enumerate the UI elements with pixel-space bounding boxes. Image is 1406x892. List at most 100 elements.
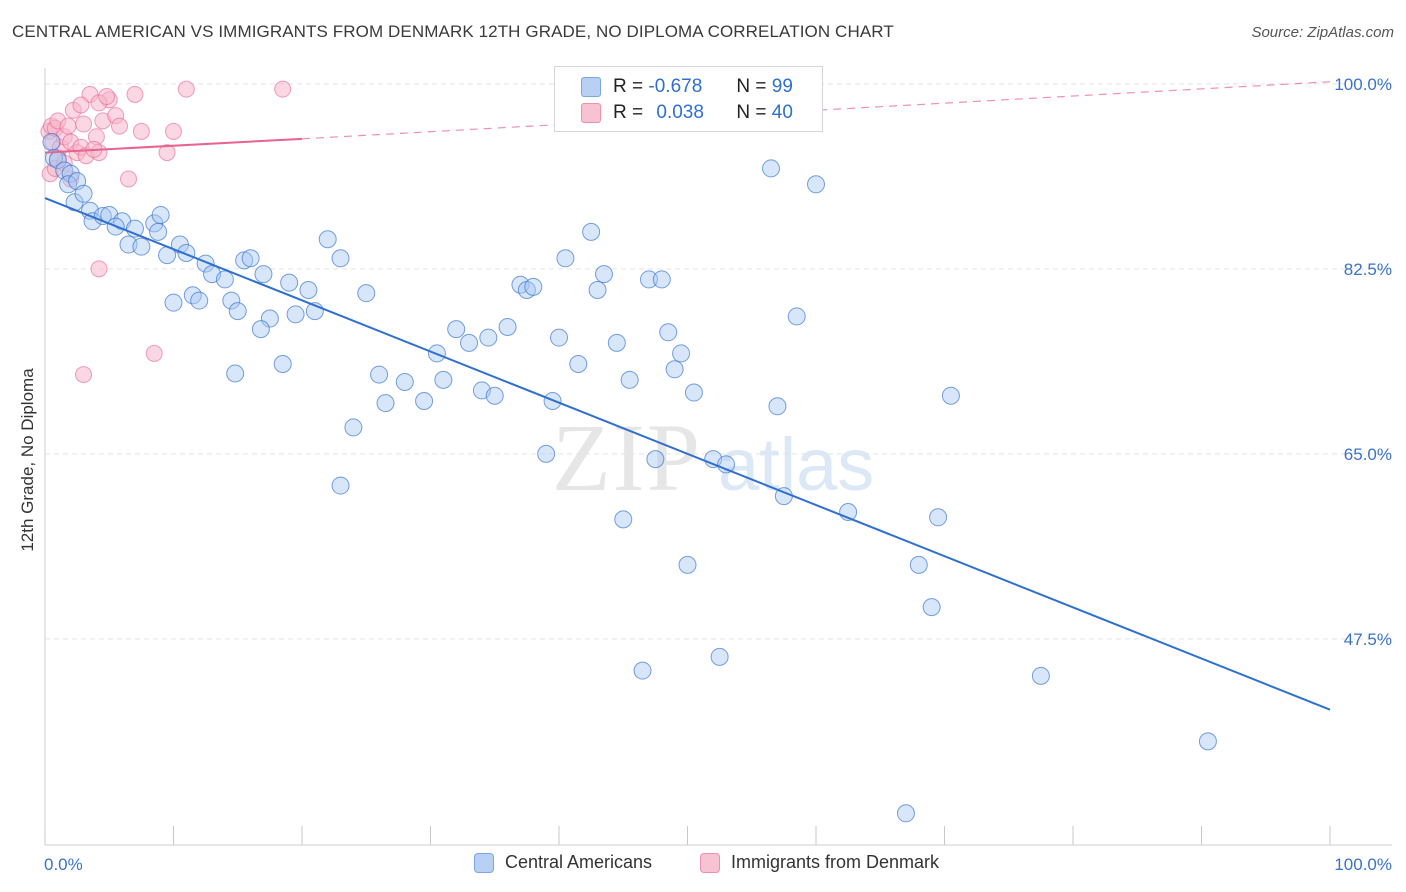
watermark-atlas: atlas: [718, 423, 874, 506]
data-point: [582, 222, 601, 241]
data-point: [807, 175, 825, 194]
tick-labels: 47.5% 65.0% 82.5% 100.0% 0.0% 100.0%: [44, 75, 1392, 874]
data-point: [434, 370, 453, 389]
data-point: [588, 281, 607, 299]
data-point: [165, 122, 182, 140]
data-point: [665, 360, 684, 379]
data-point: [251, 320, 270, 339]
data-point: [460, 333, 479, 352]
data-point: [228, 302, 247, 321]
trend-lines: [44, 81, 1331, 711]
legend-label: Immigrants from Denmark: [731, 852, 940, 872]
legend-n-label: N =: [736, 76, 767, 97]
data-point: [98, 88, 116, 106]
data-point: [479, 328, 498, 347]
data-point: [556, 249, 575, 268]
data-point: [241, 249, 260, 268]
watermark-zip: ZIP: [552, 404, 702, 511]
legend-n-value: 99: [771, 76, 793, 97]
data-point: [164, 293, 183, 312]
data-point: [260, 309, 279, 328]
data-point: [929, 508, 948, 527]
data-point: [684, 383, 703, 402]
data-point: [633, 661, 652, 680]
data-point: [909, 555, 928, 574]
data-point: [922, 598, 941, 617]
data-point: [75, 115, 93, 133]
legend-label: Central Americans: [505, 852, 653, 872]
legend-item-denmark[interactable]: Immigrants from Denmark: [700, 852, 939, 873]
legend-r-label: R =: [613, 102, 644, 123]
data-point: [646, 450, 665, 469]
data-point: [1031, 666, 1050, 685]
data-point: [395, 372, 414, 391]
x-tick-label: 0.0%: [44, 855, 83, 874]
data-point: [941, 386, 960, 405]
data-point: [370, 365, 389, 384]
data-point: [145, 344, 163, 362]
data-point: [42, 133, 61, 151]
data-point: [762, 159, 781, 178]
data-point: [222, 291, 241, 310]
legend-r-label: R =: [613, 76, 644, 97]
data-point: [331, 476, 350, 495]
data-point: [614, 510, 633, 529]
data-point: [226, 364, 245, 383]
y-tick-label: 65.0%: [1344, 445, 1392, 464]
data-point: [74, 184, 93, 203]
data-point: [111, 117, 129, 135]
y-tick-label: 47.5%: [1344, 630, 1392, 649]
legend-r-value: 0.038: [656, 102, 704, 123]
legend-row-central-americans: R = -0.678 N = 99: [581, 75, 793, 99]
data-point: [768, 397, 787, 416]
trend-line-denmark-extension: [301, 81, 1331, 140]
legend-swatch-blue: [581, 77, 601, 97]
data-point: [120, 170, 138, 188]
data-point: [126, 85, 144, 103]
legend-swatch-pink: [700, 852, 720, 873]
data-point: [331, 249, 350, 268]
data-point: [672, 344, 691, 363]
legend-item-central-americans[interactable]: Central Americans: [474, 852, 652, 873]
series-legend: Central Americans Immigrants from Denmar…: [0, 852, 1406, 878]
data-point: [357, 284, 376, 303]
data-point: [678, 555, 697, 574]
data-point: [158, 144, 176, 162]
data-point: [318, 230, 337, 249]
x-tick-label: 100.0%: [1334, 855, 1392, 874]
data-point: [177, 244, 196, 262]
trend-line-denmark: [44, 137, 303, 154]
data-point: [787, 307, 806, 326]
data-point: [273, 355, 292, 373]
data-point: [376, 394, 395, 413]
data-point: [717, 455, 736, 474]
data-point: [254, 265, 273, 284]
watermark: ZIP atlas: [552, 404, 874, 511]
data-point: [447, 320, 466, 339]
data-point: [524, 277, 543, 296]
data-point: [132, 237, 151, 256]
data-point: [149, 222, 168, 241]
data-point: [569, 355, 588, 373]
legend-n-label: N =: [736, 102, 767, 123]
data-point: [286, 305, 305, 324]
data-point: [280, 273, 299, 292]
data-point: [59, 117, 77, 135]
data-point: [594, 265, 613, 284]
data-point: [215, 270, 234, 289]
data-point: [235, 251, 254, 270]
legend-n-value: 40: [771, 102, 793, 123]
legend-swatch-pink: [581, 103, 601, 123]
legend-swatch-blue: [474, 852, 494, 873]
data-point: [151, 205, 170, 224]
trend-line-central-americans: [44, 197, 1331, 711]
data-point: [61, 164, 80, 183]
legend-row-denmark: R = 0.038 N = 40: [581, 101, 793, 125]
y-tick-label: 100.0%: [1334, 75, 1392, 94]
source-label: Source: ZipAtlas.com: [1251, 24, 1394, 41]
data-point: [1198, 732, 1217, 751]
chart-title: CENTRAL AMERICAN VS IMMIGRANTS FROM DENM…: [12, 22, 894, 41]
data-point: [896, 804, 915, 823]
data-point: [485, 386, 504, 405]
